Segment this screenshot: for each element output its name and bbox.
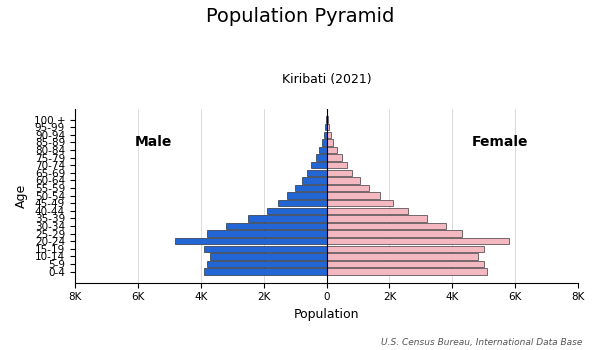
Bar [326, 147, 337, 153]
Bar [267, 208, 326, 214]
Bar [326, 238, 509, 244]
Bar [325, 124, 326, 131]
Bar [175, 238, 326, 244]
Bar [326, 132, 331, 138]
X-axis label: Population: Population [294, 308, 359, 321]
Bar [210, 253, 326, 260]
Bar [204, 246, 326, 252]
Bar [326, 117, 328, 123]
Bar [326, 170, 352, 176]
Bar [326, 185, 369, 191]
Bar [287, 193, 326, 199]
Y-axis label: Age: Age [15, 183, 28, 208]
Bar [326, 261, 484, 267]
Bar [326, 139, 333, 146]
Bar [207, 261, 326, 267]
Bar [295, 185, 326, 191]
Bar [326, 124, 329, 131]
Bar [326, 223, 446, 229]
Bar [302, 177, 326, 184]
Text: U.S. Census Bureau, International Data Base: U.S. Census Bureau, International Data B… [380, 337, 582, 346]
Bar [248, 215, 326, 222]
Bar [278, 200, 326, 206]
Bar [316, 154, 326, 161]
Bar [326, 177, 359, 184]
Bar [326, 268, 487, 275]
Bar [326, 154, 341, 161]
Bar [326, 253, 478, 260]
Bar [226, 223, 326, 229]
Bar [326, 162, 347, 168]
Bar [326, 200, 392, 206]
Bar [326, 215, 427, 222]
Bar [322, 139, 326, 146]
Bar [319, 147, 326, 153]
Bar [307, 170, 326, 176]
Bar [326, 193, 380, 199]
Bar [326, 208, 409, 214]
Text: Female: Female [472, 135, 528, 149]
Text: Male: Male [135, 135, 172, 149]
Title: Kiribati (2021): Kiribati (2021) [282, 74, 371, 86]
Bar [311, 162, 326, 168]
Bar [204, 268, 326, 275]
Text: Population Pyramid: Population Pyramid [206, 7, 394, 26]
Bar [207, 230, 326, 237]
Bar [324, 132, 326, 138]
Bar [326, 230, 462, 237]
Bar [326, 246, 484, 252]
